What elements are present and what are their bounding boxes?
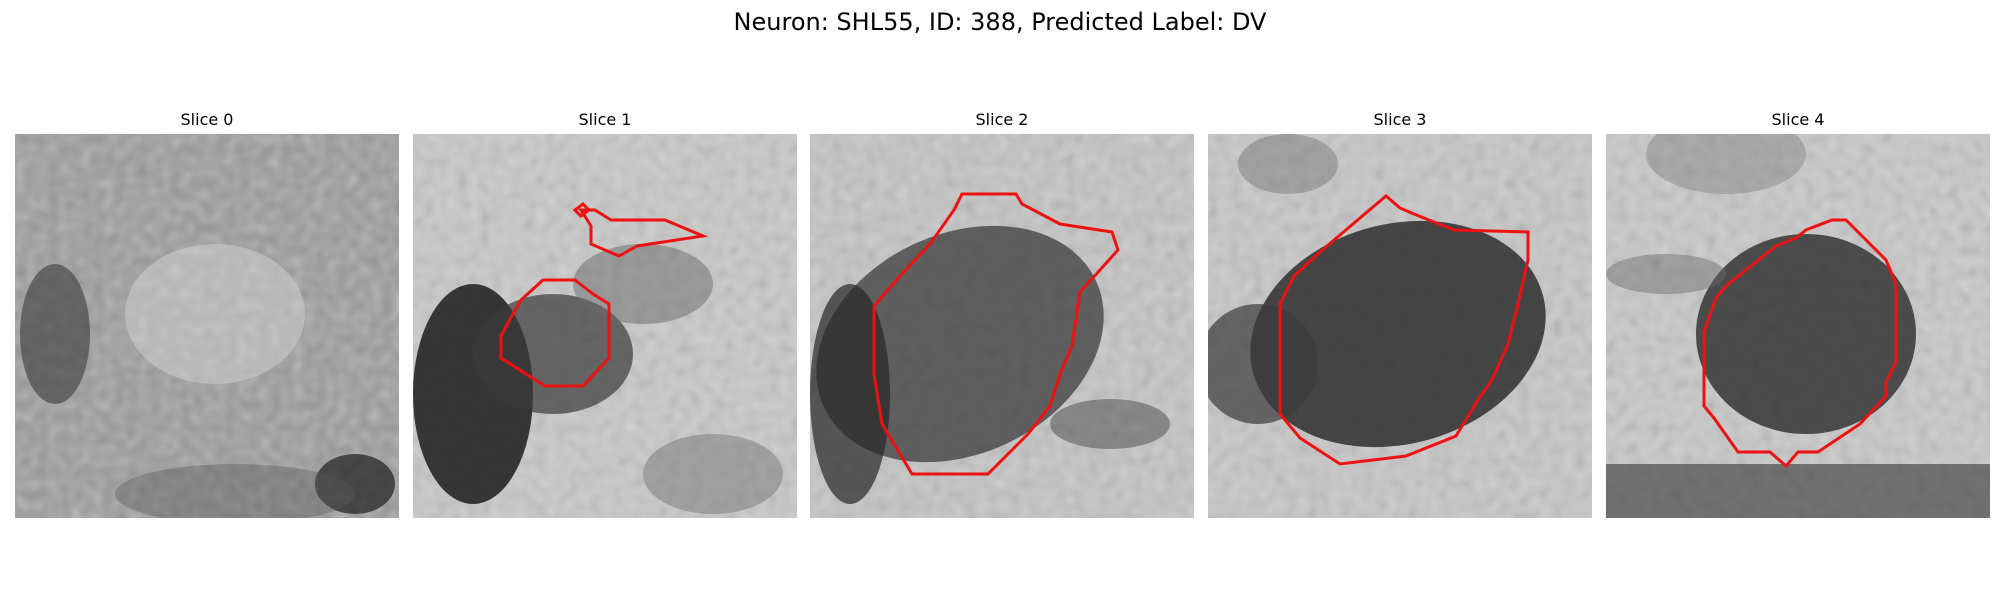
- slice-3-image: [1208, 134, 1592, 518]
- slice-3-contour: [1278, 194, 1530, 466]
- panel-slice-3: Slice 3: [1208, 110, 1592, 518]
- slice-2-contour: [872, 192, 1120, 476]
- panel-slice-2: Slice 2: [810, 110, 1194, 518]
- slice-4-contour: [1702, 218, 1898, 469]
- panel-title: Slice 0: [180, 110, 234, 129]
- panel-title: Slice 3: [1373, 110, 1427, 129]
- panel-slice-4: Slice 4: [1606, 110, 1990, 518]
- slice-4-image: [1606, 134, 1990, 518]
- panel-slice-1: Slice 1: [413, 110, 797, 518]
- figure-title: Neuron: SHL55, ID: 388, Predicted Label:…: [733, 8, 1267, 36]
- slice-1-contour-dot: [572, 202, 592, 218]
- slice-1-image: [413, 134, 797, 518]
- slice-1-contour-small: [578, 208, 709, 258]
- panel-slice-0: Slice 0: [15, 110, 399, 518]
- panel-title: Slice 4: [1771, 110, 1825, 129]
- panel-title: Slice 1: [578, 110, 632, 129]
- panel-title: Slice 2: [975, 110, 1029, 129]
- slice-1-contour: [499, 278, 611, 388]
- slice-0-image: [15, 134, 399, 518]
- slice-2-image: [810, 134, 1194, 518]
